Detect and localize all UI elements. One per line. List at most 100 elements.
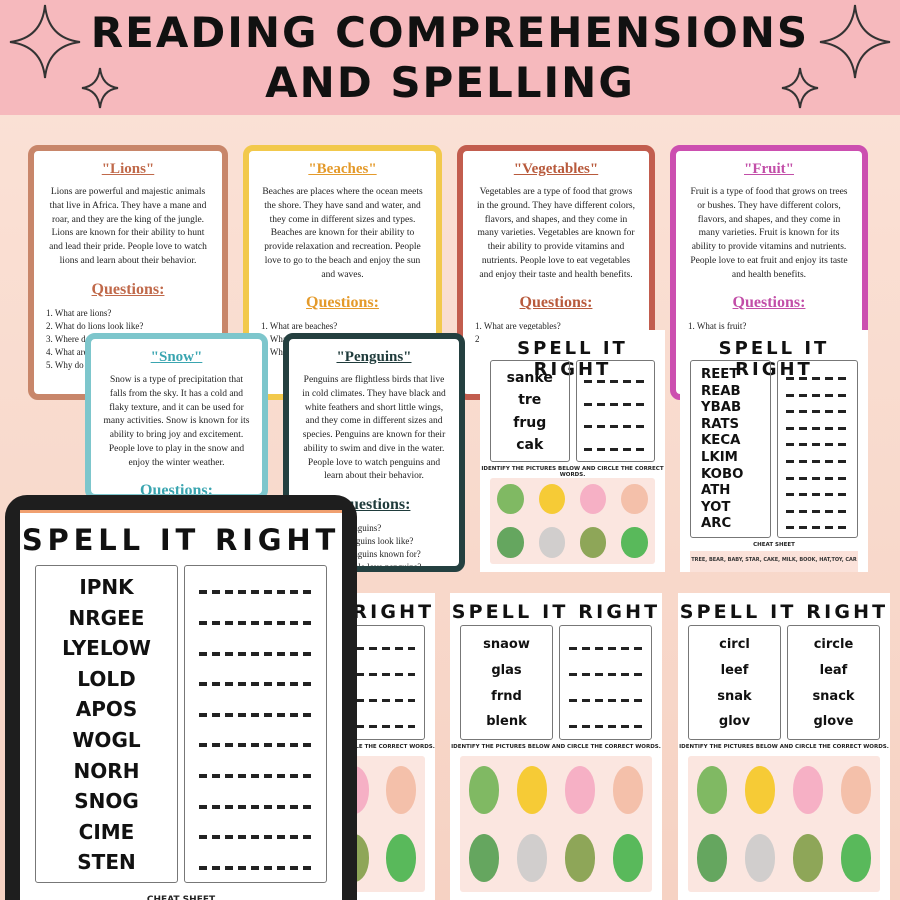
blank-line bbox=[199, 804, 312, 809]
blank-line bbox=[199, 651, 312, 656]
blank-line bbox=[569, 647, 642, 651]
spell-card: SPELL IT RIGHT sanke tre frug cak IDENTIFY TH… bbox=[480, 330, 665, 572]
card-text: Penguins are flightless birds that live … bbox=[302, 375, 446, 482]
answer-box bbox=[575, 360, 655, 462]
blank-line bbox=[199, 835, 312, 840]
spell-word: LYELOW bbox=[62, 636, 151, 661]
blank-line bbox=[785, 459, 850, 463]
blank-line bbox=[785, 376, 850, 380]
spell-word: LKIM bbox=[701, 450, 738, 465]
blank-line bbox=[785, 443, 850, 447]
spell-title: SPELL IT RIGHT bbox=[679, 601, 889, 623]
picture bbox=[792, 766, 824, 814]
spell-word: WOGL bbox=[72, 728, 141, 752]
blank-line bbox=[199, 773, 312, 778]
blank-line bbox=[785, 493, 850, 497]
spell-title: SPELL IT RIGHT bbox=[451, 601, 661, 623]
blank-line bbox=[584, 402, 647, 406]
words-box: REET REAB YBAB RATS KECA LKIM KOBO ATH YOT ARC bbox=[690, 360, 771, 538]
picture bbox=[497, 527, 524, 558]
picture bbox=[621, 527, 648, 558]
words-box: sanke tre frug cak bbox=[490, 360, 570, 462]
blank-line bbox=[199, 743, 312, 748]
story-card: "Snow" Snow is a type of precipitation th… bbox=[85, 333, 268, 500]
question: 2. What do penguins look like? bbox=[301, 536, 414, 547]
instruction: IDENTIFY THE PICTURES BELOW AND CIRCLE T… bbox=[451, 744, 661, 750]
sparkles bbox=[9, 4, 891, 109]
blank-line bbox=[199, 620, 312, 625]
blank-line bbox=[584, 380, 647, 384]
blank-line bbox=[584, 447, 647, 451]
spell-word: LOLD bbox=[77, 666, 136, 691]
blank-line bbox=[569, 698, 642, 702]
words-box: circl leef snak glov bbox=[688, 625, 781, 740]
picture bbox=[696, 766, 728, 814]
picture bbox=[497, 484, 524, 515]
picture bbox=[744, 766, 776, 814]
spell-word: CIME bbox=[78, 819, 135, 844]
picture bbox=[579, 484, 607, 515]
spell-word: STEN bbox=[77, 850, 136, 875]
header-band: READING COMPREHENSIONS AND SPELLING bbox=[0, 0, 900, 115]
card-text: Snow is a type of precipitation that fal… bbox=[103, 375, 250, 468]
card-text: Beaches are places where the ocean meets… bbox=[262, 187, 423, 280]
spell-word: cak bbox=[516, 437, 544, 454]
blank-line bbox=[785, 393, 850, 397]
spell-word: RATS bbox=[701, 416, 740, 432]
spell-title: SPELL IT RIGHT bbox=[21, 523, 341, 557]
spell-word: ATH bbox=[701, 483, 731, 499]
picture bbox=[840, 766, 872, 814]
spell-word: blenk bbox=[486, 714, 527, 730]
card-title: "Fruit" bbox=[744, 161, 794, 177]
picture bbox=[792, 834, 824, 882]
tablet-screen: SPELL IT RIGHT IPNK NRGEE LYELOW LOLD APOS WOG… bbox=[20, 510, 342, 900]
blank-line bbox=[199, 682, 312, 687]
answer-word: snack bbox=[812, 688, 855, 704]
answer-box: circle leaf snack glove bbox=[787, 625, 880, 740]
spell-word: KECA bbox=[701, 433, 741, 449]
pictures-area bbox=[460, 756, 652, 892]
words-box: IPNK NRGEE LYELOW LOLD APOS WOGL NORH SNOG CIME S… bbox=[35, 565, 178, 883]
picture bbox=[386, 834, 417, 882]
answer-word: leaf bbox=[819, 662, 848, 678]
question: 1. What is fruit? bbox=[688, 321, 747, 332]
picture bbox=[564, 834, 596, 882]
blank-line bbox=[584, 425, 647, 429]
cheat-heading: CHEAT SHEET bbox=[753, 542, 795, 548]
blank-line bbox=[785, 426, 850, 430]
spell-title: SPELL IT RIGHT bbox=[517, 338, 628, 380]
questions-heading: Questions: bbox=[519, 294, 593, 312]
picture bbox=[386, 766, 417, 814]
spell-word: snak bbox=[717, 688, 752, 704]
picture bbox=[468, 766, 500, 814]
cheat-words: TREE, BEAR, BABY, STAR, CAKE, MILK, BOOK… bbox=[691, 557, 857, 563]
card-text: Lions are powerful and majestic animals … bbox=[49, 187, 207, 266]
picture bbox=[538, 527, 566, 558]
picture bbox=[538, 484, 566, 515]
cheat-strip: TREE, BEAR, BABY, STAR, CAKE, MILK, BOOK… bbox=[690, 551, 858, 572]
pictures-area bbox=[688, 756, 880, 892]
questions-heading: Questions: bbox=[732, 294, 806, 312]
question: 2. What do lions look like? bbox=[46, 320, 144, 331]
spell-card: SPELL IT RIGHT circl leef snak glov circle lea… bbox=[678, 593, 890, 900]
blank-line bbox=[343, 698, 415, 702]
card-text: Vegetables are a type of food that grows… bbox=[477, 187, 635, 280]
spell-word: ARC bbox=[701, 516, 732, 532]
picture bbox=[840, 834, 872, 882]
header-title: READING COMPREHENSIONS bbox=[90, 8, 810, 57]
picture bbox=[612, 766, 644, 814]
picture bbox=[696, 834, 728, 882]
spell-word: circl bbox=[719, 637, 750, 652]
picture bbox=[744, 834, 776, 882]
card-text: Fruit is a type of food that grows on tr… bbox=[690, 187, 848, 280]
spell-card: SPELL IT RIGHT snaow glas frnd blenk IDENTIFY… bbox=[450, 593, 662, 900]
spell-word: REAB bbox=[701, 383, 741, 399]
picture bbox=[516, 834, 548, 882]
picture bbox=[621, 484, 648, 515]
spell-word: tre bbox=[518, 392, 542, 409]
picture bbox=[516, 766, 548, 814]
story-card: "Penguins" Penguins are flightless birds … bbox=[283, 333, 465, 572]
pictures-area bbox=[490, 477, 655, 564]
blank-line bbox=[199, 865, 312, 870]
spell-title: SPELL IT RIGHT bbox=[718, 338, 830, 380]
